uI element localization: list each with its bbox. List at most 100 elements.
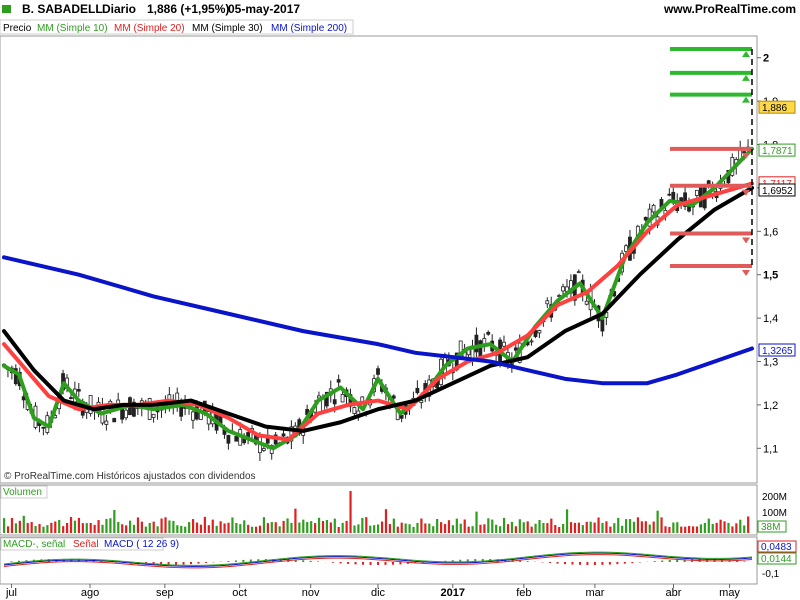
volume-bar: [565, 509, 569, 533]
volume-bar: [640, 521, 643, 533]
period-label: Diario: [102, 2, 136, 16]
volume-bar: [152, 521, 155, 533]
volume-last-tag: 38M: [761, 522, 780, 533]
macd-hist-bar: [459, 559, 462, 562]
volume-bar: [231, 517, 234, 533]
volume-bar: [577, 522, 580, 533]
volume-bar: [191, 519, 195, 533]
volume-bar: [483, 524, 486, 533]
volume-bar: [306, 522, 309, 533]
macd-hist-bar: [384, 562, 387, 565]
volume-bar: [416, 522, 419, 533]
x-tick-label: sep: [156, 587, 174, 599]
volume-bar: [562, 524, 565, 533]
level-up-arrow: [742, 51, 750, 58]
macd-hist-bar: [227, 561, 230, 562]
legend-box: [0, 19, 354, 35]
quote-label: 1,886 (+1,95%): [147, 2, 229, 16]
volume-bar: [479, 524, 482, 533]
volume-bar: [50, 522, 53, 533]
volume-bar: [676, 522, 679, 533]
x-tick-label: jul: [5, 587, 17, 599]
macd-tag2-box: [757, 552, 797, 565]
volume-bar: [6, 526, 10, 533]
volume-bar: [384, 509, 388, 533]
volume-bar: [329, 522, 332, 533]
candle-body: [391, 395, 396, 399]
volume-bar: [648, 524, 651, 533]
macd-hist-bar: [631, 562, 634, 564]
macd-hist-bar: [369, 562, 372, 565]
volume-bar: [593, 522, 596, 533]
macd-label-2: Señal: [73, 539, 99, 550]
macd-hist-bar: [197, 562, 200, 564]
macd-hist-bar: [661, 560, 664, 562]
candle-body: [502, 341, 506, 347]
volume-bar: [14, 523, 18, 533]
macd-hist-bar: [676, 559, 679, 562]
macd-hist-bar: [593, 562, 596, 565]
volume-bar: [463, 519, 466, 533]
macd-line: [3, 552, 753, 567]
volume-bar: [715, 522, 718, 533]
volume-bar: [207, 525, 210, 533]
volume-bar: [499, 526, 502, 533]
volume-bar: [85, 523, 88, 533]
volume-bar: [731, 526, 734, 533]
x-tick-label: 2017: [441, 587, 465, 599]
volume-bar: [491, 519, 494, 533]
ticker-label: B. SABADELL: [22, 2, 103, 16]
candle-body: [332, 399, 337, 405]
volume-bar: [188, 522, 191, 533]
macd-hist-bar: [481, 559, 484, 562]
volume-bar: [132, 524, 136, 533]
volume-bar: [325, 519, 329, 533]
candle-body: [533, 330, 538, 338]
volume-bar: [203, 516, 206, 533]
volume-bar: [10, 517, 14, 533]
macd-hist-bar: [504, 559, 507, 562]
volume-bar: [38, 523, 41, 533]
macd-hist-bar: [92, 560, 95, 562]
volume-bar: [172, 520, 175, 533]
y-tick-label: 1,3: [763, 357, 778, 369]
volume-bar: [373, 525, 376, 533]
volume-bar: [156, 526, 159, 533]
volume-bar: [361, 517, 364, 533]
macd-hist-bar: [391, 562, 394, 565]
volume-bar: [680, 526, 683, 533]
macd-hist-bar: [242, 559, 245, 562]
candle-body: [624, 245, 628, 252]
macd-title-box: [0, 537, 164, 551]
x-axis: jul ago sep oct nov dic 2017 feb mar abr may: [5, 584, 740, 599]
y-tick-label: 1,4: [763, 313, 778, 325]
volume-bar: [199, 524, 203, 533]
price-tag-label: 1,3265: [762, 346, 793, 357]
candle-icon: [2, 5, 11, 13]
macd-hist-bar: [279, 559, 282, 562]
volume-bar: [321, 520, 325, 533]
volume-bar: [660, 517, 663, 533]
volume-bar: [42, 526, 45, 533]
candle-body: [651, 204, 656, 213]
volume-bars: [3, 491, 750, 533]
volume-bar: [298, 522, 301, 533]
macd-hist-bar: [743, 561, 746, 562]
macd-hist-bar: [526, 561, 529, 562]
volume-bar: [128, 520, 132, 533]
volume-bar: [251, 526, 254, 533]
volume-bar: [349, 491, 352, 533]
volume-bar: [439, 522, 443, 533]
volume-bar: [443, 524, 447, 533]
candle-body: [336, 379, 341, 383]
candle-body: [667, 193, 672, 196]
candle-body: [132, 401, 136, 417]
macd-hist-bar: [578, 562, 581, 565]
volume-bar: [727, 522, 730, 533]
site-label[interactable]: www.ProRealTime.com: [663, 2, 796, 16]
y-tick-label: 1,6: [763, 226, 778, 238]
volume-bar: [652, 521, 655, 533]
volume-bar: [140, 521, 143, 533]
macd-hist-bar: [556, 562, 559, 564]
